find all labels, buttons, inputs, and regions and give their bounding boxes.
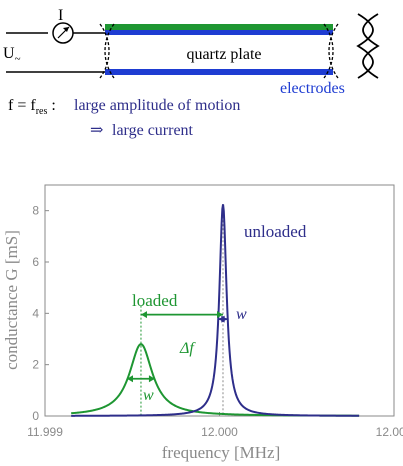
- x-tick-label: 11.999: [27, 425, 63, 439]
- series-line-unloaded: [71, 204, 360, 417]
- y-tick-label: 8: [32, 204, 39, 218]
- x-tick-label: 12.001: [376, 425, 403, 439]
- arrow-symbol: ⇒: [90, 122, 103, 139]
- x-ticks: 11.999 12.000 12.001: [27, 412, 403, 439]
- width-label-loaded: w: [143, 387, 154, 404]
- plate-label: quartz plate: [186, 46, 261, 63]
- quartz-plate: [105, 30, 333, 74]
- y-ticks: 0 2 4 6 8: [32, 204, 49, 423]
- y-tick-label: 4: [32, 306, 39, 320]
- shear-curve-left-b: [104, 23, 115, 79]
- y-tick-label: 0: [32, 409, 39, 423]
- chart: 11.999 12.000 12.001 0 2 4 6 8 unloaded loaded…: [2, 184, 403, 462]
- condition-line-1: large amplitude of motion: [74, 97, 240, 114]
- series-label-unloaded: unloaded: [244, 222, 307, 241]
- y-axis-title: conductance G [mS]: [2, 230, 21, 370]
- shear-curve-right-a: [323, 23, 334, 79]
- shear-curve-left-a: [99, 23, 110, 79]
- voltage-label: U~: [3, 45, 21, 65]
- shear-wave-icon: [356, 13, 380, 79]
- width-arrow-loaded-head-left: [127, 375, 134, 383]
- schematic: I U~ quartz plate electrodes f = fres : …: [3, 7, 380, 139]
- y-tick-label: 2: [32, 358, 39, 372]
- width-arrow-unloaded-head-right: [221, 315, 228, 323]
- condition-text: f = fres :: [8, 97, 56, 117]
- ammeter-needle-arrow: [63, 27, 69, 32]
- shift-label: Δf: [179, 340, 196, 357]
- width-arrow-loaded-head-right: [148, 375, 155, 383]
- annotations: [127, 311, 228, 383]
- top-electrode-blue: [105, 30, 333, 35]
- series-label-loaded: loaded: [132, 291, 178, 310]
- top-electrode-green: [105, 24, 333, 30]
- shift-arrow-head-right: [216, 311, 223, 319]
- y-tick-label: 6: [32, 255, 39, 269]
- condition-line-2: large current: [112, 122, 194, 139]
- electrodes-label: electrodes: [280, 80, 345, 97]
- bottom-electrode-blue: [105, 69, 333, 75]
- current-label: I: [58, 7, 63, 24]
- shift-arrow-head-left: [140, 311, 147, 319]
- shear-curve-right-b: [328, 23, 339, 79]
- x-axis-title: frequency [MHz]: [162, 443, 280, 462]
- x-tick-label: 12.000: [201, 425, 238, 439]
- width-label-unloaded: w: [236, 306, 247, 323]
